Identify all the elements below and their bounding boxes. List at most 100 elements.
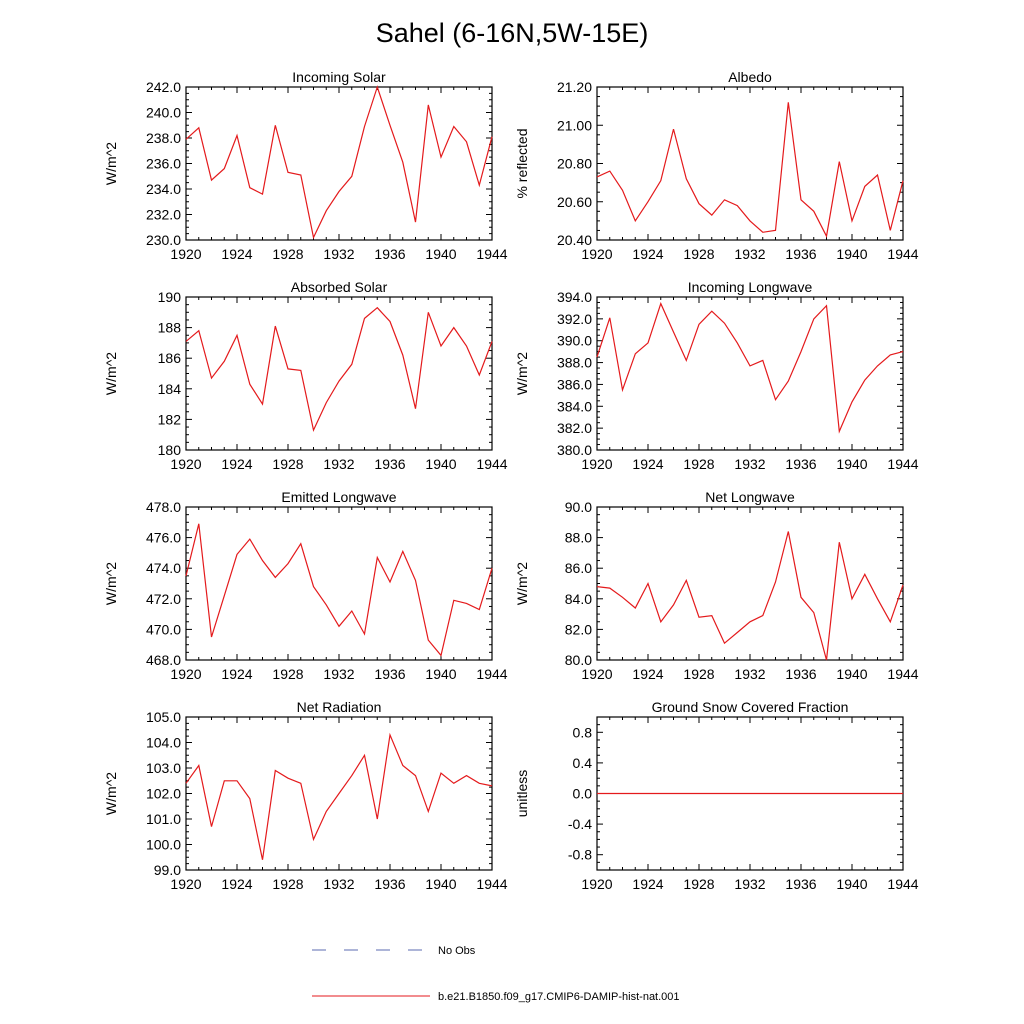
x-tick-label: 1936	[785, 666, 816, 682]
x-tick-label: 1920	[581, 876, 612, 892]
panels: 1920 1924 1928 1932 1936 1940 1944 230.0 232.0 23…	[103, 69, 919, 892]
x-tick-label: 1936	[785, 876, 816, 892]
x-tick-label: 1940	[425, 456, 456, 472]
x-tick-label: 1936	[785, 456, 816, 472]
plot-frame	[185, 506, 493, 661]
figure-title: Sahel (6-16N,5W-15E)	[376, 18, 649, 48]
y-tick-label: 0.0	[573, 786, 593, 802]
panel-6: 1920 1924 1928 1932 1936 1940 1944 80.0 82.0 84.0…	[514, 489, 919, 682]
x-tick-label: 1932	[734, 666, 765, 682]
x-tick-label: 1924	[632, 456, 663, 472]
plot-frame	[185, 296, 493, 451]
y-tick-label: 20.80	[557, 156, 592, 172]
y-axis-label: W/m^2	[103, 562, 119, 605]
x-tick-label: 1940	[836, 666, 867, 682]
y-tick-label: 21.00	[557, 117, 592, 133]
x-tick-label: 1928	[272, 876, 303, 892]
x-tick-label: 1928	[683, 666, 714, 682]
y-tick-label: 234.0	[146, 181, 181, 197]
series-line	[185, 523, 493, 657]
x-tick-label: 1924	[221, 876, 252, 892]
y-tick-label: 386.0	[557, 376, 592, 392]
x-tick-label: 1936	[374, 876, 405, 892]
y-axis-label: W/m^2	[103, 772, 119, 815]
y-tick-label: 103.0	[146, 760, 181, 776]
y-tick-label: 180	[158, 442, 182, 458]
x-tick-label: 1944	[887, 876, 918, 892]
series-line	[596, 102, 904, 239]
y-tick-label: 238.0	[146, 130, 181, 146]
panel-2: 1920 1924 1928 1932 1936 1940 1944 20.40 20.60 20…	[514, 69, 919, 262]
x-tick-label: 1924	[632, 876, 663, 892]
x-tick-label: 1940	[425, 666, 456, 682]
y-tick-label: 470.0	[146, 621, 181, 637]
x-tick-label: 1932	[734, 456, 765, 472]
x-tick-label: 1944	[887, 666, 918, 682]
x-tick-label: 1936	[785, 246, 816, 262]
x-tick-label: 1924	[221, 456, 252, 472]
plot-frame	[185, 86, 493, 241]
panel-7: 1920 1924 1928 1932 1936 1940 1944 99.0 100.0 101…	[103, 699, 508, 892]
x-tick-label: 1940	[425, 876, 456, 892]
y-tick-label: 390.0	[557, 333, 592, 349]
x-tick-label: 1924	[221, 666, 252, 682]
y-axis-label: W/m^2	[514, 352, 530, 395]
x-tick-label: 1944	[476, 666, 507, 682]
x-tick-label: 1940	[836, 456, 867, 472]
y-tick-label: 468.0	[146, 652, 181, 668]
plot-frame	[596, 86, 904, 241]
y-tick-label: 84.0	[565, 591, 592, 607]
y-tick-label: 240.0	[146, 105, 181, 121]
panel-title: Incoming Solar	[292, 69, 386, 85]
x-tick-label: 1920	[581, 456, 612, 472]
y-tick-label: 382.0	[557, 420, 592, 436]
x-tick-label: 1924	[632, 666, 663, 682]
x-tick-label: 1932	[734, 876, 765, 892]
y-tick-label: 100.0	[146, 837, 181, 853]
panel-title: Albedo	[728, 69, 772, 85]
panel-title: Net Longwave	[705, 489, 795, 505]
y-tick-label: 104.0	[146, 735, 181, 751]
x-tick-label: 1920	[170, 876, 201, 892]
x-tick-label: 1932	[323, 456, 354, 472]
x-tick-label: 1924	[632, 246, 663, 262]
y-tick-label: 478.0	[146, 499, 181, 515]
y-tick-label: 186	[158, 350, 182, 366]
x-tick-label: 1928	[683, 246, 714, 262]
panel-4: 1920 1924 1928 1932 1936 1940 1944 380.0 382.0 38…	[514, 279, 919, 472]
y-tick-label: 388.0	[557, 355, 592, 371]
y-tick-label: 88.0	[565, 530, 592, 546]
y-tick-label: 0.4	[573, 755, 593, 771]
x-tick-label: 1932	[734, 246, 765, 262]
panel-3: 1920 1924 1928 1932 1936 1940 1944 180 182 184 186…	[103, 279, 508, 472]
x-tick-label: 1932	[323, 666, 354, 682]
y-axis-label: unitless	[514, 770, 530, 817]
y-tick-label: 242.0	[146, 79, 181, 95]
x-tick-label: 1944	[476, 246, 507, 262]
y-tick-label: 394.0	[557, 289, 592, 305]
y-axis-label: W/m^2	[103, 352, 119, 395]
panel-title: Net Radiation	[297, 699, 382, 715]
y-tick-label: 21.20	[557, 79, 592, 95]
x-tick-label: 1936	[374, 456, 405, 472]
y-tick-label: 384.0	[557, 398, 592, 414]
x-tick-label: 1928	[683, 876, 714, 892]
y-tick-label: 90.0	[565, 499, 592, 515]
legend-label-model: b.e21.B1850.f09_g17.CMIP6-DAMIP-hist-nat…	[438, 991, 680, 1003]
y-tick-label: 82.0	[565, 621, 592, 637]
y-tick-label: 184	[158, 381, 182, 397]
panel-title: Absorbed Solar	[291, 279, 388, 295]
x-tick-label: 1940	[836, 246, 867, 262]
x-tick-label: 1940	[425, 246, 456, 262]
panel-1: 1920 1924 1928 1932 1936 1940 1944 230.0 232.0 23…	[103, 69, 508, 262]
y-axis-label: W/m^2	[103, 142, 119, 185]
legend: No Obs b.e21.B1850.f09_g17.CMIP6-DAMIP-hi…	[312, 945, 680, 1003]
y-tick-label: -0.8	[568, 847, 592, 863]
x-tick-label: 1944	[476, 876, 507, 892]
y-tick-label: 236.0	[146, 156, 181, 172]
y-axis-label: W/m^2	[514, 562, 530, 605]
panel-title: Emitted Longwave	[281, 489, 396, 505]
y-tick-label: 20.60	[557, 194, 592, 210]
x-tick-label: 1944	[887, 456, 918, 472]
x-tick-label: 1928	[272, 666, 303, 682]
